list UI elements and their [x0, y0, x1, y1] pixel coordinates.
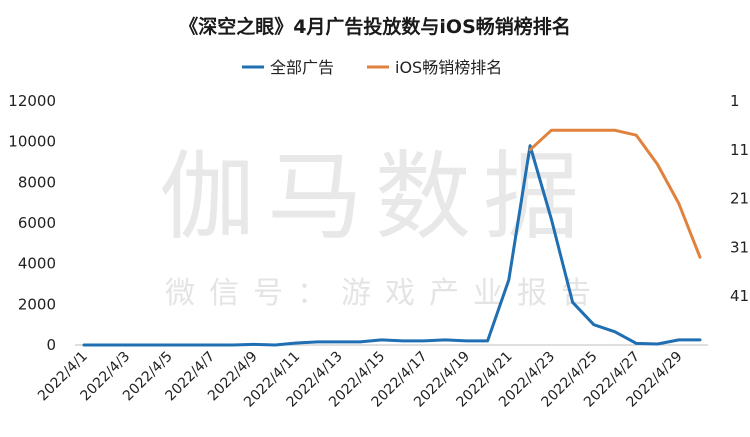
watermark: 伽马数据 微信号：游戏产业报告 — [159, 141, 605, 311]
data-point — [125, 343, 128, 347]
data-point — [656, 342, 659, 346]
data-point — [613, 129, 617, 132]
y-left-tick-label: 2000 — [18, 295, 56, 313]
data-point — [507, 278, 511, 282]
data-point — [550, 217, 553, 221]
y-right-tick-label: 31 — [730, 238, 749, 256]
y-left-tick-label: 10000 — [8, 133, 56, 151]
data-point — [337, 340, 341, 344]
data-point — [104, 343, 107, 347]
data-point — [486, 339, 489, 343]
y-left-tick-label: 12000 — [8, 92, 56, 110]
data-point — [528, 144, 532, 147]
data-point — [698, 338, 702, 342]
y-left-tick-label: 0 — [46, 336, 56, 354]
y-left-tick-label: 8000 — [18, 173, 56, 191]
data-point — [210, 343, 213, 347]
data-point — [613, 330, 617, 333]
data-point — [189, 343, 192, 347]
x-axis: 2022/4/12022/4/32022/4/52022/4/72022/4/9… — [35, 344, 708, 411]
data-point — [316, 340, 319, 344]
data-point — [273, 343, 277, 347]
data-point — [528, 148, 532, 151]
data-point — [571, 301, 574, 304]
y-right-tick-label: 11 — [730, 141, 749, 159]
data-point — [635, 133, 638, 137]
data-point — [465, 339, 468, 343]
data-point — [358, 340, 362, 344]
data-point — [252, 343, 256, 346]
data-point — [422, 339, 426, 343]
legend: 全部广告 iOS畅销榜排名 — [242, 58, 502, 77]
data-point — [167, 343, 171, 347]
watermark-sub: 微信号：游戏产业报告 — [165, 276, 605, 311]
data-point — [82, 343, 86, 347]
y-axis-left: 0 2000 4000 6000 8000 10000 12000 — [8, 92, 56, 354]
chart-title: 《深空之眼》4月广告投放数与iOS畅销榜排名 — [179, 15, 571, 38]
data-point — [677, 338, 680, 342]
data-point — [571, 129, 574, 132]
series-group — [82, 128, 702, 347]
y-right-tick-label: 21 — [730, 190, 749, 208]
data-point — [231, 343, 234, 347]
legend-label: 全部广告 — [270, 58, 334, 77]
series-line-1 — [82, 144, 702, 347]
data-point — [550, 129, 553, 132]
data-point — [295, 341, 298, 345]
y-right-tick-label: 41 — [730, 287, 749, 305]
data-point — [401, 339, 404, 343]
y-left-tick-label: 4000 — [18, 255, 56, 273]
data-point — [380, 338, 383, 342]
data-point — [592, 129, 595, 132]
data-point — [635, 342, 638, 345]
data-point — [677, 202, 680, 205]
legend-label: iOS畅销榜排名 — [395, 58, 502, 77]
data-point — [443, 338, 447, 342]
data-point — [656, 163, 659, 166]
watermark-main: 伽马数据 — [159, 141, 591, 253]
data-point — [698, 255, 702, 259]
data-point — [146, 343, 149, 347]
y-left-tick-label: 6000 — [18, 214, 56, 232]
data-point — [592, 323, 595, 326]
y-right-tick-label: 1 — [730, 92, 740, 110]
